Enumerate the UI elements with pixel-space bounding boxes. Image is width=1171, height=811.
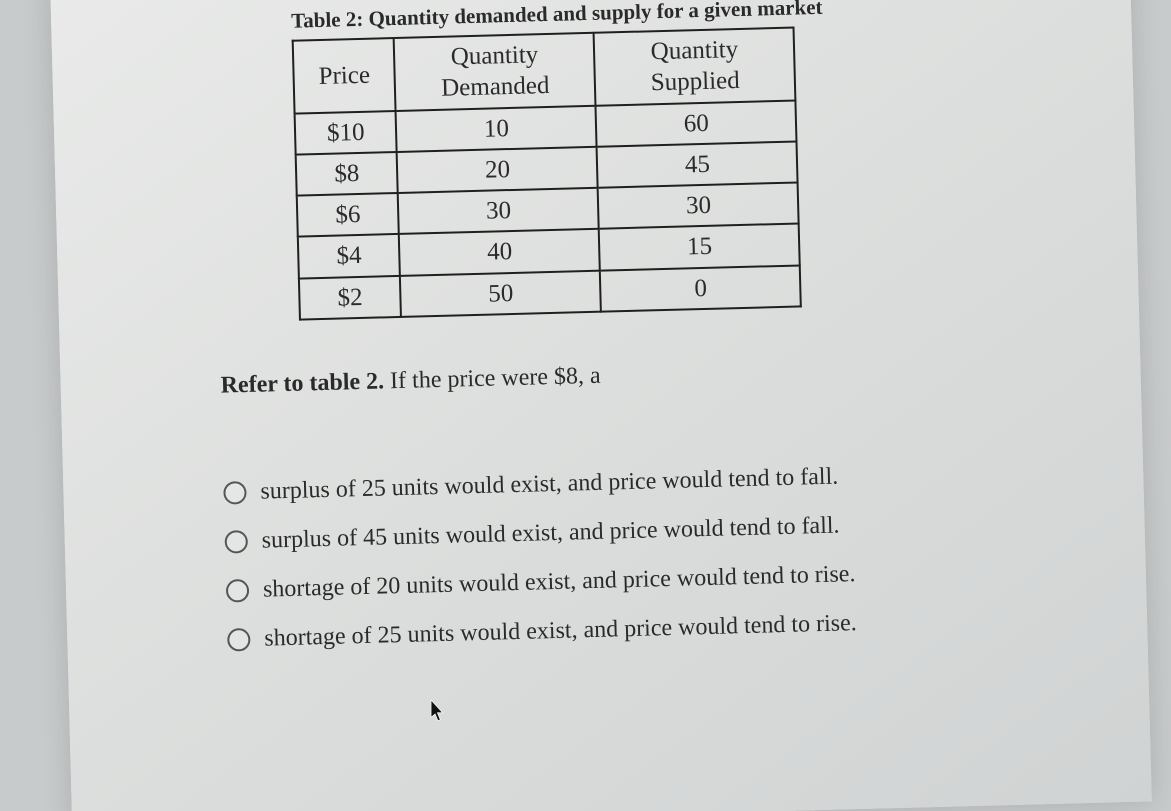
cell: 40 [399,229,600,275]
option-label: surplus of 45 units would exist, and pri… [261,512,839,554]
cell: 30 [598,182,799,228]
cell: $6 [297,193,399,237]
cell: $10 [295,110,397,154]
cell: 45 [597,141,798,187]
question-lead: Refer to table 2. [220,368,384,398]
col-price: Price [293,38,396,113]
option-label: shortage of 20 units would exist, and pr… [263,561,856,604]
radio-icon[interactable] [224,530,248,554]
market-table: Price Quantity Demanded Quantity Supplie… [292,27,803,321]
question-text: Refer to table 2. If the price were $8, … [220,350,1080,400]
radio-icon[interactable] [226,579,250,603]
radio-icon[interactable] [223,481,247,505]
col-supplied: Quantity Supplied [594,28,796,106]
option-c[interactable]: shortage of 20 units would exist, and pr… [226,555,1086,605]
option-d[interactable]: shortage of 25 units would exist, and pr… [227,604,1087,654]
radio-icon[interactable] [227,628,251,652]
page-sheet: Table 2: Quantity demanded and supply fo… [50,0,1152,811]
cell: 15 [599,224,800,270]
cell: 60 [596,100,797,146]
cell: $4 [298,234,400,278]
cell: $8 [296,152,398,196]
cell: $2 [299,275,401,319]
question-rest: If the price were $8, a [384,362,601,394]
cell: 0 [600,265,801,311]
option-label: surplus of 25 units would exist, and pri… [260,463,838,505]
col-demanded: Quantity Demanded [394,33,596,111]
option-b[interactable]: surplus of 45 units would exist, and pri… [224,506,1084,556]
cell: 50 [400,270,601,316]
cell: 30 [398,188,599,234]
cell: 10 [396,105,597,151]
option-label: shortage of 25 units would exist, and pr… [264,610,857,653]
answer-options: surplus of 25 units would exist, and pri… [223,457,1087,653]
option-a[interactable]: surplus of 25 units would exist, and pri… [223,457,1083,507]
table-header-row: Price Quantity Demanded Quantity Supplie… [293,28,796,114]
cell: 20 [397,146,598,192]
